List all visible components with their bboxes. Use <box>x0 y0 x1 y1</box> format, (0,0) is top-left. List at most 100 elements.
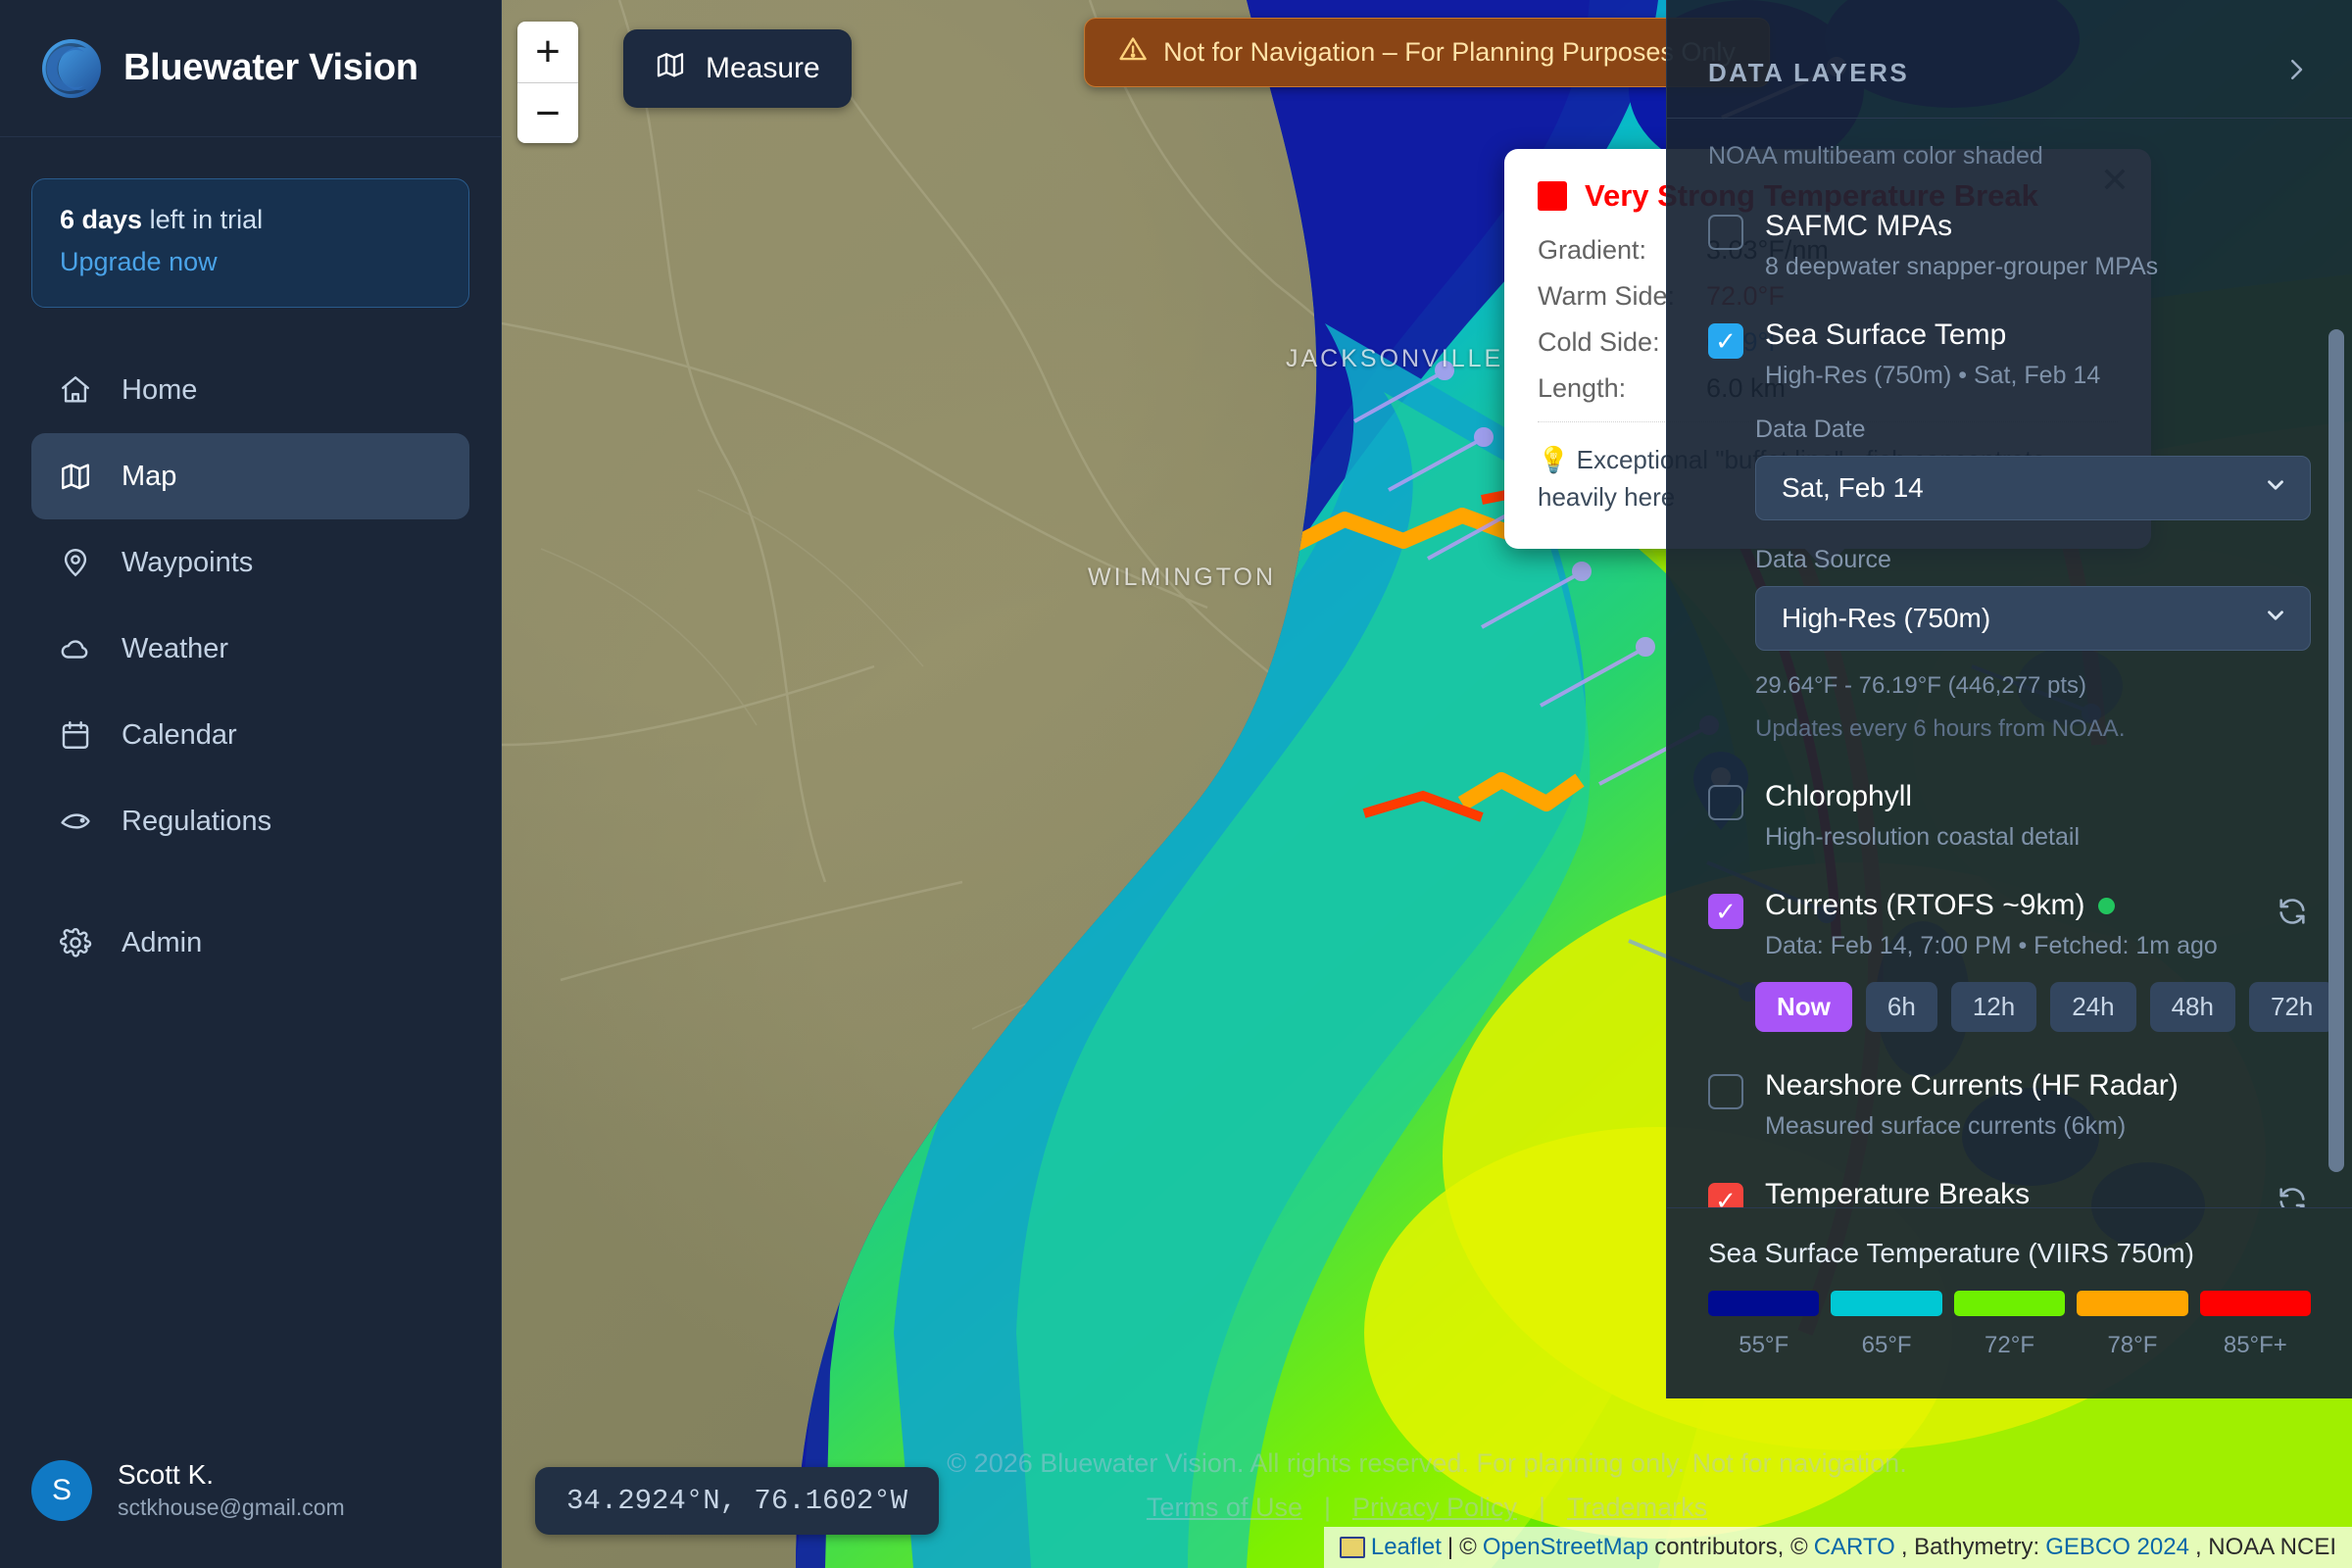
sidebar-item-calendar[interactable]: Calendar <box>31 692 469 778</box>
legend-color-bars <box>1708 1291 2312 1316</box>
checkbox-chlorophyll[interactable] <box>1708 785 1743 820</box>
coordinate-readout: 34.2924°N, 76.1602°W <box>535 1467 940 1535</box>
trial-days: 6 days <box>60 205 143 234</box>
layer-row: SAFMC MPAs 8 deepwater snapper-grouper M… <box>1708 210 2311 281</box>
panel-title: DATA LAYERS <box>1708 57 1910 87</box>
chip-now[interactable]: Now <box>1755 982 1852 1032</box>
layer-name: Chlorophyll <box>1765 780 1913 812</box>
checkbox-sea-surface-temp[interactable]: ✓ <box>1708 323 1743 359</box>
legend-swatch-5 <box>2199 1291 2312 1316</box>
legend-tick: 65°F <box>1861 1332 1912 1358</box>
refresh-icon[interactable] <box>2276 895 2311 930</box>
data-layers-panel: DATA LAYERS NOAA multibeam color shaded … <box>1666 0 2352 1207</box>
sidebar-item-waypoints[interactable]: Waypoints <box>31 519 469 606</box>
measure-label: Measure <box>706 52 820 84</box>
popup-key: Warm Side: <box>1538 281 1676 311</box>
popup-key: Length: <box>1538 373 1627 403</box>
checkbox-currents[interactable]: ✓ <box>1708 894 1743 929</box>
home-icon <box>57 371 94 409</box>
sidebar-item-map[interactable]: Map <box>31 433 469 519</box>
legend-swatch-3 <box>1953 1291 2066 1316</box>
sidebar-item-label: Admin <box>122 926 203 958</box>
data-source-select[interactable]: High-Res (750m) <box>1755 586 2311 651</box>
carto-link[interactable]: CARTO <box>1813 1534 1895 1560</box>
zoom-out-button[interactable]: − <box>517 82 578 143</box>
sidebar-item-weather[interactable]: Weather <box>31 606 469 692</box>
sst-legend: Sea Surface Temperature (VIIRS 750m) 55°… <box>1666 1207 2352 1398</box>
layer-name: SAFMC MPAs <box>1765 210 1953 242</box>
layer-temperature-breaks[interactable]: ✓ Temperature Breaks 722 breaks (96 stro… <box>1708 1178 2311 1207</box>
sidebar-item-home[interactable]: Home <box>31 347 469 433</box>
upgrade-now-link[interactable]: Upgrade now <box>60 247 218 276</box>
layer-chlorophyll[interactable]: Chlorophyll High-resolution coastal deta… <box>1708 780 2311 852</box>
sidebar: Bluewater Vision 6 days left in trial Up… <box>0 0 502 1568</box>
chip-12h[interactable]: 12h <box>1950 982 2037 1032</box>
trial-status: 6 days left in trial <box>60 205 441 235</box>
severity-swatch-icon <box>1538 181 1567 211</box>
map-view[interactable]: JACKSONVILLE WILMINGTON + − Measure <box>502 0 2352 1568</box>
brand: Bluewater Vision <box>0 0 501 137</box>
sidebar-item-regulations[interactable]: Regulations <box>31 778 469 864</box>
layer-row: ✓ Temperature Breaks 722 breaks (96 stro… <box>1708 1178 2311 1207</box>
zoom-controls[interactable]: + − <box>517 22 578 143</box>
gebco-link[interactable]: GEBCO 2024 <box>2045 1534 2189 1560</box>
warning-triangle-icon <box>1118 34 1148 71</box>
layer-sub: Measured surface currents (6km) <box>1765 1112 2127 1140</box>
chip-6h[interactable]: 6h <box>1865 982 1937 1032</box>
zoom-in-button[interactable]: + <box>535 27 561 75</box>
layer-nearshore-currents[interactable]: Nearshore Currents (HF Radar) Measured s… <box>1708 1069 2311 1141</box>
layer-row: ✓ Sea Surface Temp High-Res (750m) • Sat… <box>1708 318 2311 390</box>
checkbox-safmc-mpas[interactable] <box>1708 215 1743 250</box>
data-source-label: Data Source <box>1755 546 1891 573</box>
openstreetmap-link[interactable]: OpenStreetMap <box>1482 1534 1649 1560</box>
calendar-icon <box>57 716 94 754</box>
user-text: Scott K. sctkhouse@gmail.com <box>118 1459 345 1521</box>
cloud-icon <box>57 630 94 667</box>
legend-ticks: 55°F 65°F 72°F 78°F 85°F+ <box>1708 1332 2311 1359</box>
layer-sea-surface-temp[interactable]: ✓ Sea Surface Temp High-Res (750m) • Sat… <box>1708 318 2311 743</box>
layer-safmc-mpas[interactable]: SAFMC MPAs 8 deepwater snapper-grouper M… <box>1708 210 2311 281</box>
checkbox-temperature-breaks[interactable]: ✓ <box>1708 1183 1743 1207</box>
legend-tick: 55°F <box>1739 1332 1789 1358</box>
trial-rest: left in trial <box>142 205 264 234</box>
data-layers-list[interactable]: NOAA multibeam color shaded SAFMC MPAs 8… <box>1667 119 2352 1207</box>
layer-name: Nearshore Currents (HF Radar) <box>1765 1069 2179 1102</box>
layer-name: Sea Surface Temp <box>1765 318 2007 351</box>
layer-text: Sea Surface Temp High-Res (750m) • Sat, … <box>1765 318 2100 390</box>
layer-text: Temperature Breaks 722 breaks (96 strong… <box>1765 1178 2030 1207</box>
data-layers-header: DATA LAYERS <box>1667 0 2352 119</box>
user-profile[interactable]: S Scott K. sctkhouse@gmail.com <box>0 1459 501 1568</box>
currents-time-chips[interactable]: Now 6h 12h 24h 48h 72h <box>1755 982 2335 1032</box>
layer-sub: 8 deepwater snapper-grouper MPAs <box>1765 253 2159 280</box>
checkbox-nearshore-currents[interactable] <box>1708 1074 1743 1109</box>
data-source-value: High-Res (750m) <box>1782 603 1991 633</box>
leaflet-link[interactable]: Leaflet <box>1370 1534 1442 1560</box>
sidebar-item-admin[interactable]: Admin <box>31 900 469 986</box>
refresh-icon[interactable] <box>2276 1184 2311 1207</box>
chip-72h[interactable]: 72h <box>2248 982 2335 1032</box>
layer-name-row: Currents (RTOFS ~9km) <box>1765 889 2218 922</box>
layer-text: Nearshore Currents (HF Radar) Measured s… <box>1765 1069 2179 1141</box>
sidebar-item-label: Calendar <box>122 718 237 751</box>
legend-tick: 78°F <box>2107 1332 2158 1358</box>
attrib-noaa: , NOAA NCEI <box>2194 1534 2336 1560</box>
measure-button[interactable]: Measure <box>623 29 852 108</box>
gear-icon <box>57 924 94 961</box>
chip-48h[interactable]: 48h <box>2149 982 2235 1032</box>
legend-tick: 85°F+ <box>2223 1332 2287 1358</box>
layer-currents-rtofs[interactable]: ✓ Currents (RTOFS ~9km) Data: Feb 14, 7:… <box>1708 889 2335 1032</box>
layers-panel-scrollbar[interactable] <box>2328 329 2344 1172</box>
legend-title: Sea Surface Temperature (VIIRS 750m) <box>1708 1238 2194 1268</box>
sidebar-item-label: Weather <box>122 632 229 664</box>
avatar: S <box>31 1459 92 1521</box>
legend-swatch-4 <box>2077 1291 2188 1316</box>
chevron-right-icon[interactable] <box>2281 55 2311 90</box>
data-date-select[interactable]: Sat, Feb 14 <box>1755 456 2311 520</box>
layer-row: Chlorophyll High-resolution coastal deta… <box>1708 780 2311 852</box>
city-label: JACKSONVILLE <box>1286 345 1504 372</box>
layer-text: SAFMC MPAs 8 deepwater snapper-grouper M… <box>1765 210 2158 281</box>
user-name: Scott K. <box>118 1459 215 1490</box>
live-status-dot-icon <box>2098 897 2116 914</box>
layer-row: Nearshore Currents (HF Radar) Measured s… <box>1708 1069 2311 1141</box>
chip-24h[interactable]: 24h <box>2050 982 2136 1032</box>
